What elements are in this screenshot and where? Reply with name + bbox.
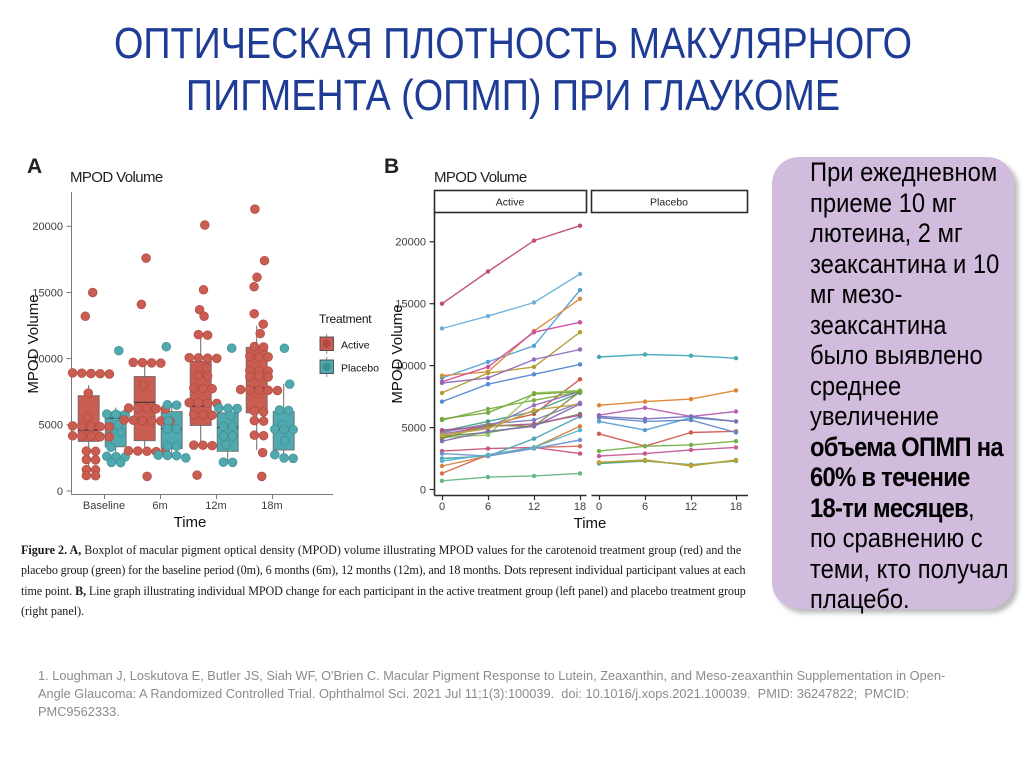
svg-text:MPOD Volume: MPOD Volume [389, 304, 406, 403]
svg-text:0: 0 [420, 484, 426, 496]
svg-text:15000: 15000 [395, 299, 426, 311]
svg-text:18m: 18m [261, 500, 282, 512]
svg-text:MPOD Volume: MPOD Volume [25, 294, 42, 393]
svg-text:6: 6 [642, 501, 648, 513]
svg-text:Treatment: Treatment [319, 312, 372, 326]
svg-text:20000: 20000 [32, 221, 63, 233]
svg-text:B: B [384, 155, 399, 178]
svg-text:MPOD Volume: MPOD Volume [70, 169, 163, 186]
svg-text:12m: 12m [205, 500, 226, 512]
svg-text:0: 0 [57, 486, 63, 498]
svg-text:6: 6 [485, 501, 491, 513]
svg-text:10000: 10000 [395, 360, 426, 372]
svg-text:12: 12 [528, 501, 540, 513]
svg-text:Time: Time [574, 515, 607, 532]
svg-text:15000: 15000 [32, 287, 63, 299]
svg-text:5000: 5000 [402, 422, 426, 434]
svg-text:Active: Active [341, 340, 370, 352]
svg-text:Placebo: Placebo [650, 197, 688, 209]
svg-text:6m: 6m [152, 500, 167, 512]
svg-text:0: 0 [596, 501, 602, 513]
svg-text:0: 0 [439, 501, 445, 513]
svg-text:Baseline: Baseline [83, 500, 125, 512]
svg-text:A: A [27, 155, 42, 178]
svg-text:20000: 20000 [395, 237, 426, 249]
svg-text:Time: Time [174, 514, 207, 531]
svg-text:18: 18 [574, 501, 586, 513]
svg-text:18: 18 [730, 501, 742, 513]
svg-text:Active: Active [496, 197, 525, 209]
svg-text:MPOD Volume: MPOD Volume [434, 169, 527, 186]
svg-text:12: 12 [685, 501, 697, 513]
svg-text:10000: 10000 [32, 353, 63, 365]
svg-text:5000: 5000 [39, 420, 63, 432]
svg-text:Placebo: Placebo [341, 363, 379, 375]
